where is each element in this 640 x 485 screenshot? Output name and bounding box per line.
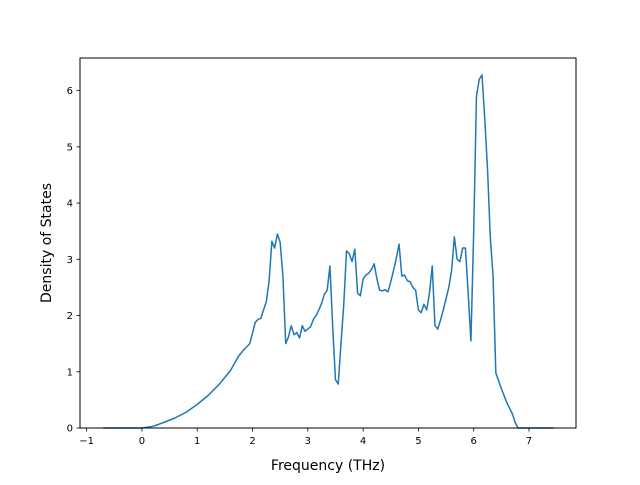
y-tick-label: 1 (67, 367, 73, 378)
x-tick-label: 4 (360, 436, 366, 447)
y-axis-label: Density of States (39, 183, 55, 303)
x-axis-ticks: −1 0 1 2 3 4 5 6 7 (79, 428, 532, 447)
y-tick-label: 6 (67, 86, 73, 97)
x-tick-label: 7 (526, 436, 532, 447)
series-line-0 (103, 74, 554, 429)
y-axis-ticks: 0 1 2 3 4 5 6 (67, 86, 80, 435)
y-tick-label: 0 (67, 424, 73, 435)
y-tick-label: 4 (67, 199, 73, 210)
x-tick-label: 6 (471, 436, 477, 447)
x-tick-label: −1 (79, 436, 94, 447)
x-tick-label: 3 (305, 436, 311, 447)
y-tick-label: 3 (67, 255, 73, 266)
x-axis-label: Frequency (THz) (271, 458, 385, 474)
plot-area (79, 57, 577, 429)
x-tick-label: 0 (139, 436, 145, 447)
x-tick-label: 2 (249, 436, 255, 447)
y-tick-label: 2 (67, 311, 73, 322)
axes-frame (79, 57, 577, 429)
x-tick-label: 1 (194, 436, 200, 447)
x-tick-label: 5 (415, 436, 421, 447)
y-tick-label: 5 (67, 142, 73, 153)
